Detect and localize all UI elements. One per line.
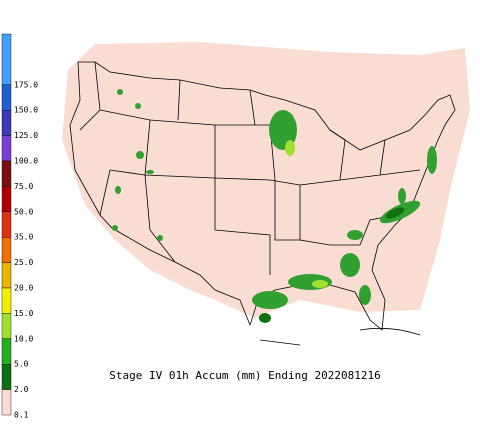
- legend-swatch: [1, 236, 12, 263]
- legend-label: 35.0: [14, 233, 33, 242]
- legend-swatch: [1, 135, 12, 162]
- legend-swatch: [1, 338, 12, 365]
- legend-swatch: [1, 389, 12, 416]
- legend-swatch: [1, 313, 12, 339]
- legend-label: 10.0: [14, 334, 33, 343]
- legend-label: 75.0: [14, 182, 33, 191]
- legend-swatch: [1, 109, 12, 136]
- map-title: Stage IV 01h Accum (mm) Ending 202208121…: [109, 369, 381, 382]
- legend-label: 150.0: [14, 106, 38, 115]
- legend-label: 15.0: [14, 309, 33, 318]
- legend-swatch: [1, 160, 12, 187]
- legend-label: 5.0: [14, 360, 29, 369]
- precipitation: [112, 89, 437, 323]
- legend-swatch: [1, 364, 12, 390]
- legend-label: 50.0: [14, 207, 33, 216]
- legend-swatch: [1, 84, 12, 111]
- legend: 175.0 150.0 125.0 100.0 75.0 50.0 35.0 25.0 20.0…: [1, 33, 38, 420]
- legend-label: 20.0: [14, 284, 33, 293]
- legend-label: 125.0: [14, 131, 38, 140]
- legend-label: 2.0: [14, 385, 29, 394]
- legend-label: 0.1: [14, 411, 29, 420]
- legend-swatch: [1, 33, 12, 85]
- legend-swatch: [1, 287, 12, 314]
- legend-label: 100.0: [14, 157, 38, 166]
- legend-label: 25.0: [14, 258, 33, 267]
- legend-swatch: [1, 262, 12, 289]
- legend-swatch: [1, 211, 12, 238]
- legend-label: 175.0: [14, 80, 38, 89]
- legend-swatch: [1, 186, 12, 212]
